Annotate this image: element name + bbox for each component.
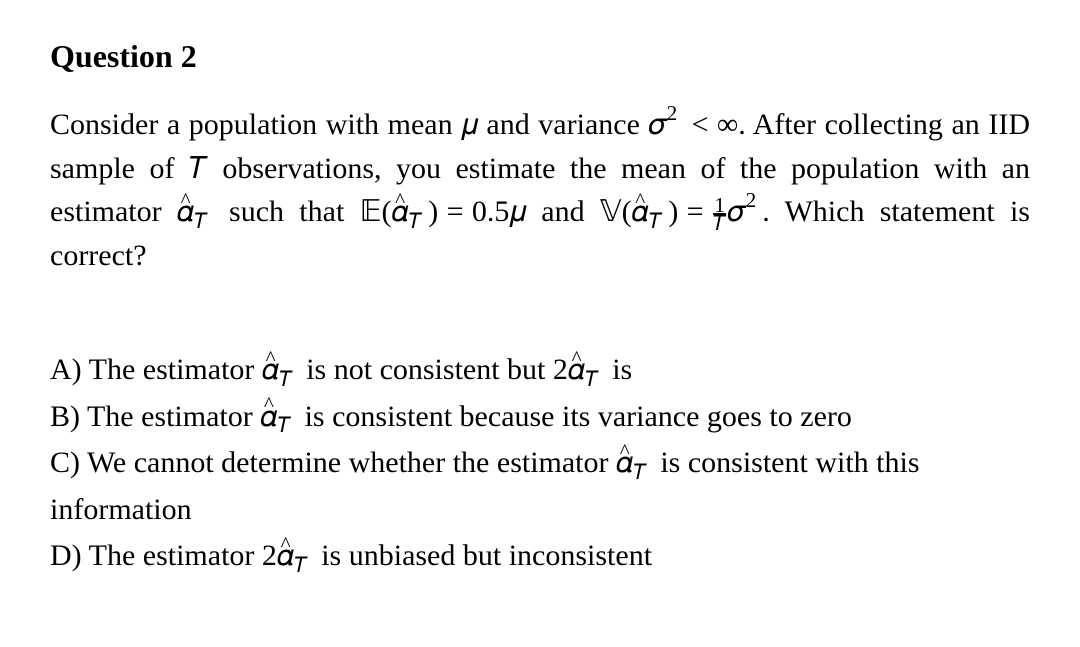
alpha-hat-t: α^T <box>260 396 297 433</box>
choice-a: A) The estimator α^T is not consistent b… <box>50 347 1030 394</box>
choice-b: B) The estimator α^T is consistent becau… <box>50 394 1030 441</box>
question-page: Question 2 Consider a population with me… <box>0 0 1080 580</box>
alpha-hat-t: α^T <box>616 442 653 479</box>
choice-label: D) <box>50 539 82 572</box>
t-symbol: T <box>189 159 208 178</box>
body-text: Consider a population with mean <box>50 108 461 141</box>
body-text: and <box>526 195 600 228</box>
choice-d: D) The estimator 2α^T is unbiased but in… <box>50 533 1030 580</box>
body-text: and variance <box>478 108 649 141</box>
alpha-hat-t: α^T <box>262 349 299 386</box>
choice-text: is consistent because its variance goes … <box>297 400 852 433</box>
question-title: Question 2 <box>50 38 1030 75</box>
two-alpha-hat-t: 2α^T <box>262 535 314 572</box>
choice-text: The estimator <box>89 539 262 572</box>
expectation-eq: 𝔼(α^T)=0.5μ <box>360 191 526 228</box>
choice-label: B) <box>50 400 80 433</box>
body-text: such that <box>214 195 360 228</box>
sigma-sq-lt-inf: σ2<∞ <box>648 106 738 134</box>
choice-text: The estimator <box>89 353 262 386</box>
question-body: Consider a population with mean μ and va… <box>50 103 1030 277</box>
answer-choices: A) The estimator α^T is not consistent b… <box>50 347 1030 580</box>
choice-label: C) <box>50 446 80 479</box>
choice-text: The estimator <box>87 400 260 433</box>
choice-c: C) We cannot determine whether the estim… <box>50 440 1030 533</box>
alpha-hat-t: α^T <box>177 191 214 228</box>
choice-text: is unbiased but inconsistent <box>314 539 652 572</box>
choice-text: We cannot determine whether the estimato… <box>87 446 616 479</box>
two-alpha-hat-t: 2α^T <box>553 349 605 386</box>
variance-eq: 𝕍(α^T)=1Tσ2 <box>600 191 762 230</box>
mu-symbol: μ <box>461 120 478 140</box>
choice-text: is <box>605 353 633 386</box>
choice-label: A) <box>50 353 82 386</box>
choice-text: is not consistent but <box>299 353 553 386</box>
